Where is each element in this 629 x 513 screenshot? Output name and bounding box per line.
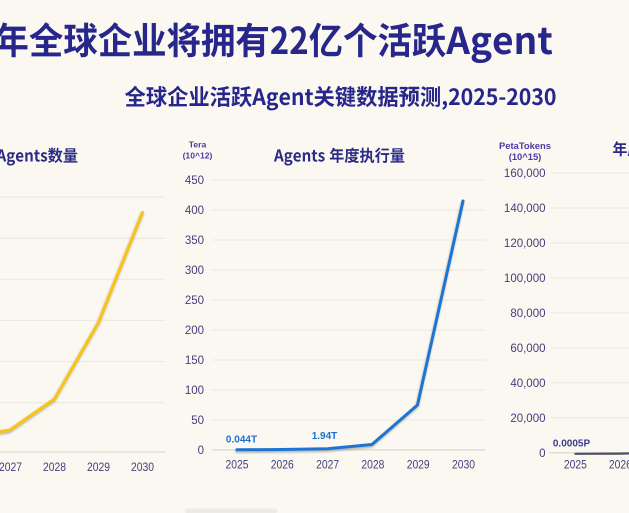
- svg-text:40,000: 40,000: [510, 378, 545, 390]
- svg-text:(10^12): (10^12): [183, 151, 213, 161]
- svg-text:100: 100: [185, 385, 204, 397]
- svg-text:2028: 2028: [361, 458, 384, 472]
- svg-text:20,000: 20,000: [510, 413, 545, 425]
- svg-text:200: 200: [185, 325, 204, 337]
- svg-text:160,000: 160,000: [504, 168, 546, 180]
- svg-text:50: 50: [191, 415, 204, 427]
- svg-text:2028: 2028: [43, 460, 66, 474]
- svg-text:2029: 2029: [87, 460, 110, 474]
- svg-text:PetaTokens: PetaTokens: [499, 140, 551, 151]
- svg-text:0: 0: [539, 448, 545, 460]
- svg-text:2025: 2025: [564, 458, 587, 472]
- svg-text:100,000: 100,000: [504, 273, 546, 285]
- svg-text:350: 350: [185, 235, 204, 247]
- svg-text:1.94T: 1.94T: [312, 431, 338, 442]
- svg-text:2029: 2029: [407, 458, 430, 472]
- svg-text:(10^15): (10^15): [509, 151, 542, 162]
- svg-text:0.0005P: 0.0005P: [553, 439, 591, 450]
- svg-text:140,000: 140,000: [504, 203, 546, 215]
- svg-text:Tera: Tera: [189, 140, 207, 150]
- svg-text:2026: 2026: [609, 458, 629, 472]
- svg-text:150: 150: [185, 355, 204, 367]
- svg-text:250: 250: [185, 295, 204, 307]
- svg-text:400: 400: [185, 205, 204, 217]
- svg-text:450: 450: [185, 175, 204, 187]
- svg-text:2026: 2026: [271, 458, 294, 472]
- svg-text:120,000: 120,000: [504, 238, 546, 250]
- svg-text:2030: 2030: [452, 458, 475, 472]
- svg-text:60,000: 60,000: [510, 343, 545, 355]
- svg-text:300: 300: [185, 265, 204, 277]
- svg-text:0: 0: [198, 445, 204, 457]
- svg-text:2027: 2027: [316, 458, 339, 472]
- svg-text:2025: 2025: [226, 458, 249, 472]
- svg-text:2030: 2030: [131, 460, 154, 474]
- svg-text:80,000: 80,000: [510, 308, 545, 320]
- svg-text:0.044T: 0.044T: [226, 435, 257, 446]
- svg-text:2027: 2027: [0, 460, 22, 474]
